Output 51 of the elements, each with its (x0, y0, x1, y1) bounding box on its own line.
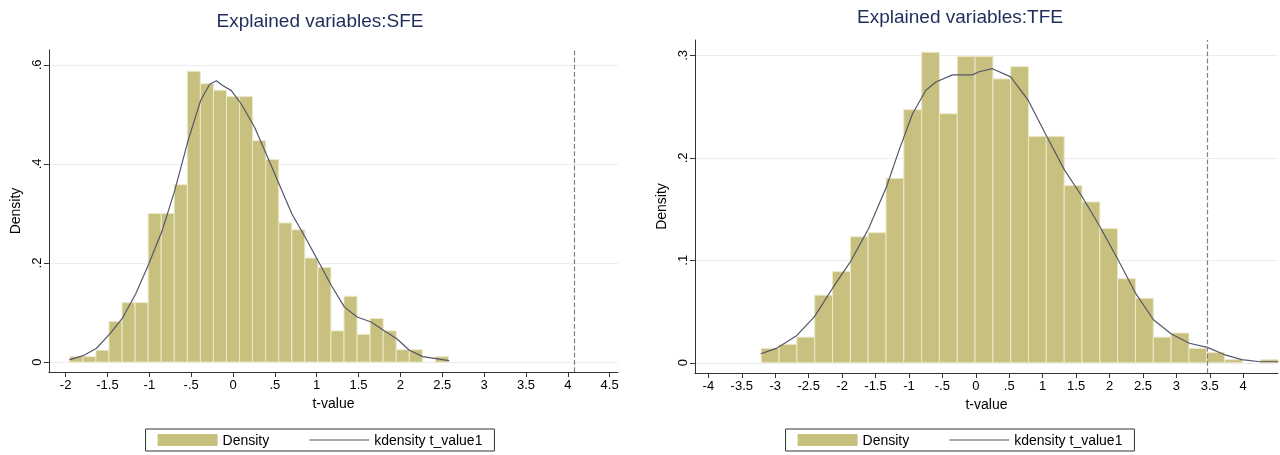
x-tick-label: 1 (1039, 378, 1047, 393)
y-tick-label: .1 (675, 254, 690, 266)
x-tick-label: -.5 (934, 378, 950, 393)
chart-title: Explained variables:TFE (857, 6, 1063, 27)
x-tick-label: 1.5 (1067, 378, 1086, 393)
y-tick-label: 0 (675, 359, 690, 367)
y-tick-label: .4 (28, 158, 44, 170)
y-axis-title: Density (653, 183, 670, 230)
y-tick-label: 0 (28, 358, 44, 366)
x-tick-label: 0 (972, 378, 980, 393)
line-series (69, 80, 450, 362)
legend-label: kdensity t_value1 (374, 432, 483, 448)
chart-title: Explained variables:SFE (216, 10, 424, 31)
x-tick-label: 4 (564, 377, 572, 392)
y-tick-label: .2 (675, 152, 690, 164)
y-tick-label: .3 (675, 49, 690, 61)
x-tick-label: 2 (1105, 378, 1114, 393)
x-tick-label: 3 (480, 377, 488, 392)
x-tick-label: -1 (903, 378, 915, 393)
x-tick-label: -2.5 (797, 378, 820, 393)
x-tick-label: 3.5 (1200, 378, 1219, 393)
x-tick-label: -1 (143, 377, 156, 392)
x-tick-label: -2 (59, 377, 72, 392)
legend-label: Density (222, 432, 270, 448)
x-tick-label: 3.5 (516, 377, 535, 392)
x-tick-label: 2.5 (1133, 378, 1152, 393)
x-tick-label: -2 (836, 378, 848, 393)
x-tick-label: -3 (769, 378, 782, 393)
x-tick-label: 4 (1239, 378, 1247, 393)
line-series (760, 68, 1279, 363)
x-tick-label: 2.5 (433, 377, 452, 392)
x-tick-label: 3 (1172, 378, 1180, 393)
x-tick-label: 2 (396, 377, 405, 392)
x-tick-label: .5 (1003, 378, 1015, 393)
x-axis-title: t-value (965, 395, 1008, 412)
legend-label: Density (862, 432, 910, 448)
legend-label: kdensity t_value1 (1014, 432, 1123, 448)
y-tick-label: .6 (28, 59, 44, 71)
x-tick-label: -3.5 (730, 378, 753, 393)
x-axis-title: t-value (312, 394, 355, 411)
x-tick-label: -4 (702, 378, 715, 393)
y-axis-title: Density (7, 187, 23, 235)
x-tick-label: 4.5 (600, 377, 619, 392)
x-tick-label: -1.5 (864, 378, 887, 393)
y-tick-label: .2 (28, 257, 44, 269)
x-tick-label: 0 (229, 377, 237, 392)
x-tick-label: .5 (269, 377, 281, 392)
x-tick-label: 1.5 (349, 377, 368, 392)
x-tick-label: -.5 (183, 377, 199, 392)
x-tick-label: -1.5 (96, 377, 119, 392)
x-tick-label: 1 (313, 377, 321, 392)
